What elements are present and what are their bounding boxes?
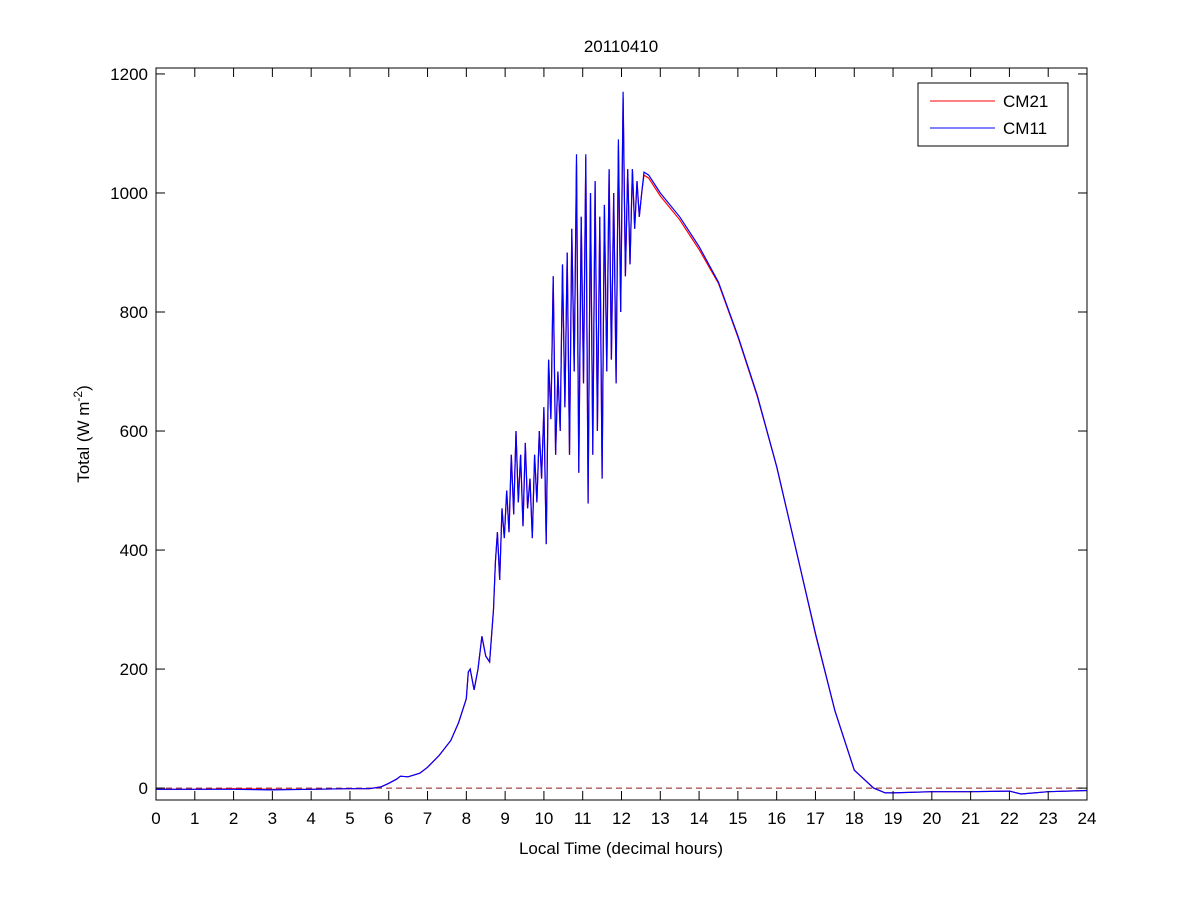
y-axis-label: Total (W m-2): [71, 385, 93, 483]
y-ticks: 0 200 400 600 800 1000 1200: [110, 65, 1087, 798]
y-tick-label: 1000: [110, 184, 148, 203]
x-tick-label: 19: [884, 809, 903, 828]
x-tick-label: 5: [345, 809, 354, 828]
x-tick-label: 4: [306, 809, 315, 828]
x-tick-label: 3: [268, 809, 277, 828]
x-tick-label: 24: [1078, 809, 1097, 828]
x-tick-label: 15: [728, 809, 747, 828]
x-tick-label: 22: [1000, 809, 1019, 828]
y-tick-label: 600: [120, 422, 148, 441]
x-tick-label: 10: [534, 809, 553, 828]
x-tick-label: 18: [845, 809, 864, 828]
y-axis-label-close: ): [74, 385, 93, 391]
x-tick-label: 21: [961, 809, 980, 828]
y-tick-label: 400: [120, 541, 148, 560]
x-tick-label: 16: [767, 809, 786, 828]
x-axis-label: Local Time (decimal hours): [519, 839, 723, 858]
series-line-cm11: [156, 91, 1088, 795]
chart-title: 20110410: [584, 37, 658, 56]
x-tick-label: 7: [423, 809, 432, 828]
legend-label-cm21: CM21: [1003, 92, 1048, 111]
y-axis-label-main: Total (W m: [74, 402, 93, 483]
legend: CM21 CM11: [917, 82, 1069, 147]
y-tick-label: 800: [120, 303, 148, 322]
x-tick-label: 14: [690, 809, 709, 828]
x-tick-label: 11: [574, 809, 592, 828]
series-lines: [156, 91, 1088, 795]
x-ticks: 0 1 2 3 4 5 6 7 8 9 10 11 12 13 14 15 16 17 18 19 20 21 22 23 24: [151, 68, 1096, 828]
x-tick-label: 23: [1039, 809, 1058, 828]
x-tick-label: 1: [190, 809, 199, 828]
x-tick-label: 20: [922, 809, 941, 828]
x-tick-label: 17: [806, 809, 825, 828]
x-tick-label: 13: [651, 809, 670, 828]
x-tick-label: 8: [462, 809, 471, 828]
x-tick-label: 6: [384, 809, 393, 828]
plot-area: [156, 68, 1087, 800]
y-tick-label: 200: [120, 660, 148, 679]
legend-label-cm11: CM11: [1003, 119, 1047, 138]
x-tick-label: 0: [151, 809, 160, 828]
x-tick-label: 2: [229, 809, 238, 828]
x-tick-label: 9: [500, 809, 509, 828]
y-axis-label-superscript: -2: [71, 391, 85, 402]
x-tick-label: 12: [612, 809, 631, 828]
legend-box: [917, 82, 1069, 147]
y-tick-label: 0: [139, 779, 148, 798]
y-tick-label: 1200: [110, 65, 148, 84]
